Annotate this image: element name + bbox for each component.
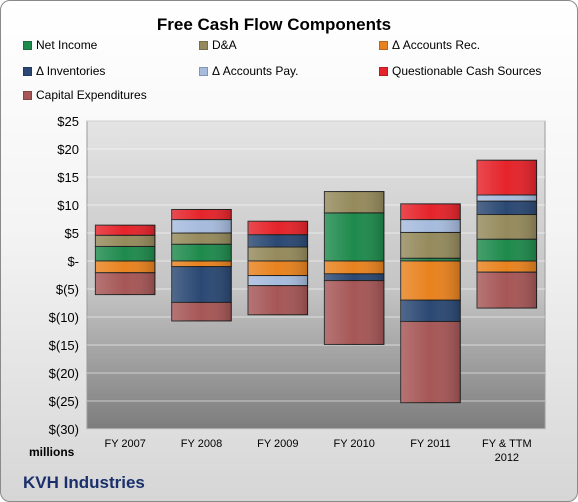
legend-item: Δ Inventories <box>23 64 105 78</box>
y-tick-label: $5 <box>65 226 79 241</box>
legend-swatch <box>379 40 388 50</box>
bar-net-income <box>323 212 385 262</box>
bar-inventories <box>400 299 461 322</box>
legend-item: Net Income <box>23 38 97 52</box>
y-tick-label: $(5) <box>56 282 79 297</box>
x-tick-label: FY 2008 <box>181 438 222 450</box>
bar-questionable-cash-sources <box>171 208 232 221</box>
bar-accounts-rec <box>171 260 232 268</box>
bar-questionable-cash-sources <box>94 224 156 236</box>
x-tick-label: FY 2009 <box>257 438 298 450</box>
bar-accounts-pay <box>247 275 309 287</box>
chart-title: Free Cash Flow Components <box>156 15 392 34</box>
legend-item: Δ Accounts Rec. <box>379 38 480 52</box>
bar-accounts-pay <box>171 219 232 234</box>
legend-swatch <box>199 40 208 50</box>
bar-net-income <box>171 243 232 262</box>
legend-item: Questionable Cash Sources <box>379 64 541 78</box>
plot-background <box>86 120 546 430</box>
legend-swatch <box>379 66 388 76</box>
bar-net-income <box>94 245 156 262</box>
bar-inventories <box>247 234 309 248</box>
y-tick-label: $(10) <box>49 310 79 325</box>
legend-item: Δ Accounts Pay. <box>199 64 299 78</box>
bar-accounts-rec <box>247 260 309 277</box>
company-name: KVH Industries <box>23 473 145 492</box>
bar-questionable-cash-sources <box>400 203 461 221</box>
bar-accounts-pay <box>400 219 461 233</box>
bar-inventories <box>323 273 385 282</box>
y-tick-label: $- <box>67 254 79 269</box>
x-tick-label: FY 2010 <box>333 438 374 450</box>
legend-swatch <box>23 90 32 100</box>
x-tick-label: FY & TTM 2012 <box>482 438 532 464</box>
legend-item: Capital Expenditures <box>23 88 147 102</box>
bar-capital-expenditures <box>400 320 461 404</box>
y-tick-label: $(30) <box>49 422 79 437</box>
bar-accounts-rec <box>400 260 461 301</box>
legend-label: Questionable Cash Sources <box>392 64 542 78</box>
legend-swatch <box>23 40 32 50</box>
y-tick-label: $25 <box>57 114 79 129</box>
y-tick-label: $15 <box>57 170 79 185</box>
bar-inventories <box>171 266 232 303</box>
legend-swatch <box>199 66 208 76</box>
y-tick-label: $20 <box>57 142 79 157</box>
bar-capital-expenditures <box>476 271 538 309</box>
x-tick-label: FY 2007 <box>104 438 145 450</box>
units-label: millions <box>29 445 75 459</box>
bar-capital-expenditures <box>171 301 232 322</box>
legend-label: Capital Expenditures <box>36 88 147 102</box>
legend-label: Net Income <box>36 38 98 52</box>
legend-label: Δ Accounts Rec. <box>392 38 481 52</box>
bar-capital-expenditures <box>323 280 385 345</box>
bar-d-a <box>247 246 309 262</box>
bar-inventories <box>476 200 538 216</box>
legend-item: D&A <box>199 38 237 52</box>
y-tick-label: $(20) <box>49 366 79 381</box>
bar-accounts-rec <box>323 260 385 275</box>
bar-accounts-pay <box>476 194 538 202</box>
bar-accounts-rec <box>476 260 538 273</box>
y-tick-label: $(15) <box>49 338 79 353</box>
bar-questionable-cash-sources <box>247 220 309 236</box>
legend-label: Δ Inventories <box>36 64 106 78</box>
bar-d-a <box>476 214 538 240</box>
bar-d-a <box>94 234 156 247</box>
legend-label: Δ Accounts Pay. <box>212 64 299 78</box>
bar-d-a <box>400 231 461 259</box>
y-tick-label: $10 <box>57 198 79 213</box>
y-tick-label: $(25) <box>49 394 79 409</box>
legend-swatch <box>23 66 32 76</box>
x-tick-label: FY 2011 <box>410 438 451 450</box>
bar-net-income <box>476 238 538 262</box>
legend-label: D&A <box>212 38 237 52</box>
bar-d-a <box>171 232 232 245</box>
bar-accounts-rec <box>94 260 156 274</box>
bar-capital-expenditures <box>94 272 156 296</box>
bar-questionable-cash-sources <box>476 159 538 196</box>
bar-d-a <box>323 191 385 214</box>
bar-capital-expenditures <box>247 285 309 316</box>
